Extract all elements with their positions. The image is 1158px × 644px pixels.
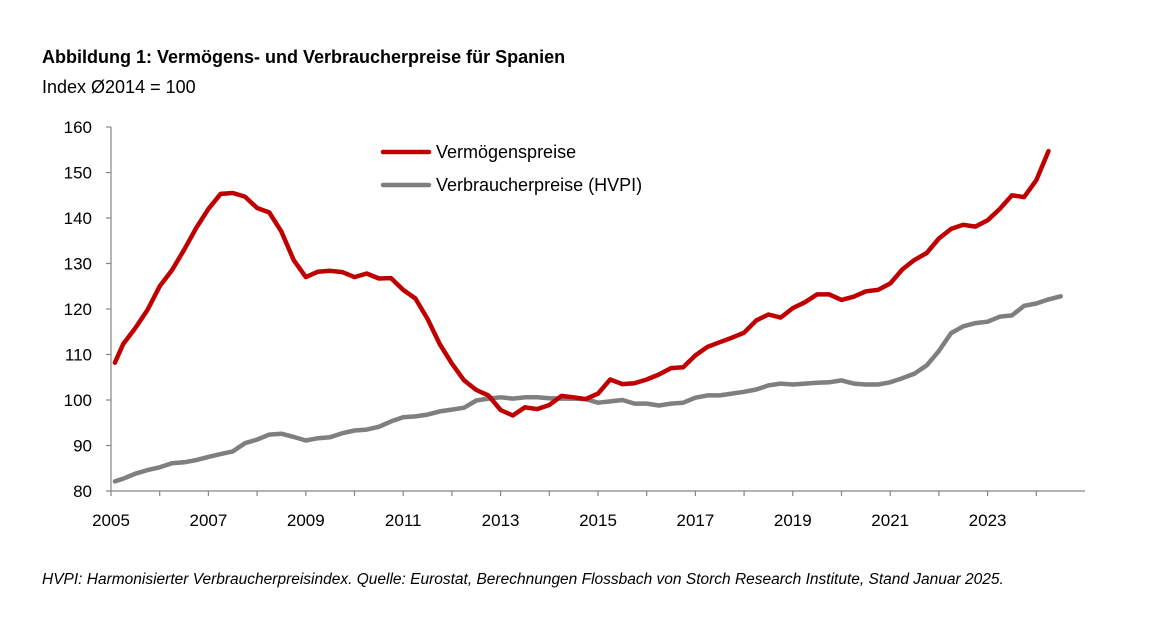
x-tick-label: 2013 [482,511,520,530]
legend-label: Vermögenspreise [436,142,576,162]
x-tick-label: 2019 [774,511,812,530]
y-tick-label: 110 [65,346,92,365]
x-tick-label: 2021 [871,511,909,530]
y-tick-label: 160 [64,118,92,137]
x-tick-label: 2011 [385,511,422,530]
x-tick-label: 2007 [189,511,227,530]
legend-label: Verbraucherpreise (HVPI) [436,175,642,195]
x-tick-label: 2023 [969,511,1007,530]
y-tick-label: 120 [64,300,92,319]
y-tick-label: 90 [73,437,92,456]
x-tick-label: 2005 [92,511,130,530]
y-tick-label: 130 [64,255,92,274]
y-tick-label: 100 [64,391,92,410]
x-tick-label: 2009 [287,511,325,530]
y-tick-label: 80 [73,482,92,501]
chart-legend: Vermögenspreise Verbraucherpreise (HVPI) [380,142,642,195]
x-tick-label: 2017 [676,511,714,530]
chart-series [112,148,1063,484]
chart-title: Abbildung 1: Vermögens- und Verbraucherp… [42,47,566,67]
series-line-vermoegenspreise [112,148,1051,418]
y-tick-label: 150 [64,164,92,183]
series-line-hvpi [112,294,1063,484]
chart-subtitle: Index Ø2014 = 100 [42,77,196,97]
y-tick-label: 140 [64,209,92,228]
chart-footnote: HVPI: Harmonisierter Verbraucherpreisind… [42,571,1004,588]
x-tick-label: 2015 [579,511,617,530]
line-chart: 80 90 100 110 120 130 140 150 160 2005 2007 2009 201… [64,118,1085,530]
chart-axes: 80 90 100 110 120 130 140 150 160 2005 2007 2009 201… [64,118,1085,530]
